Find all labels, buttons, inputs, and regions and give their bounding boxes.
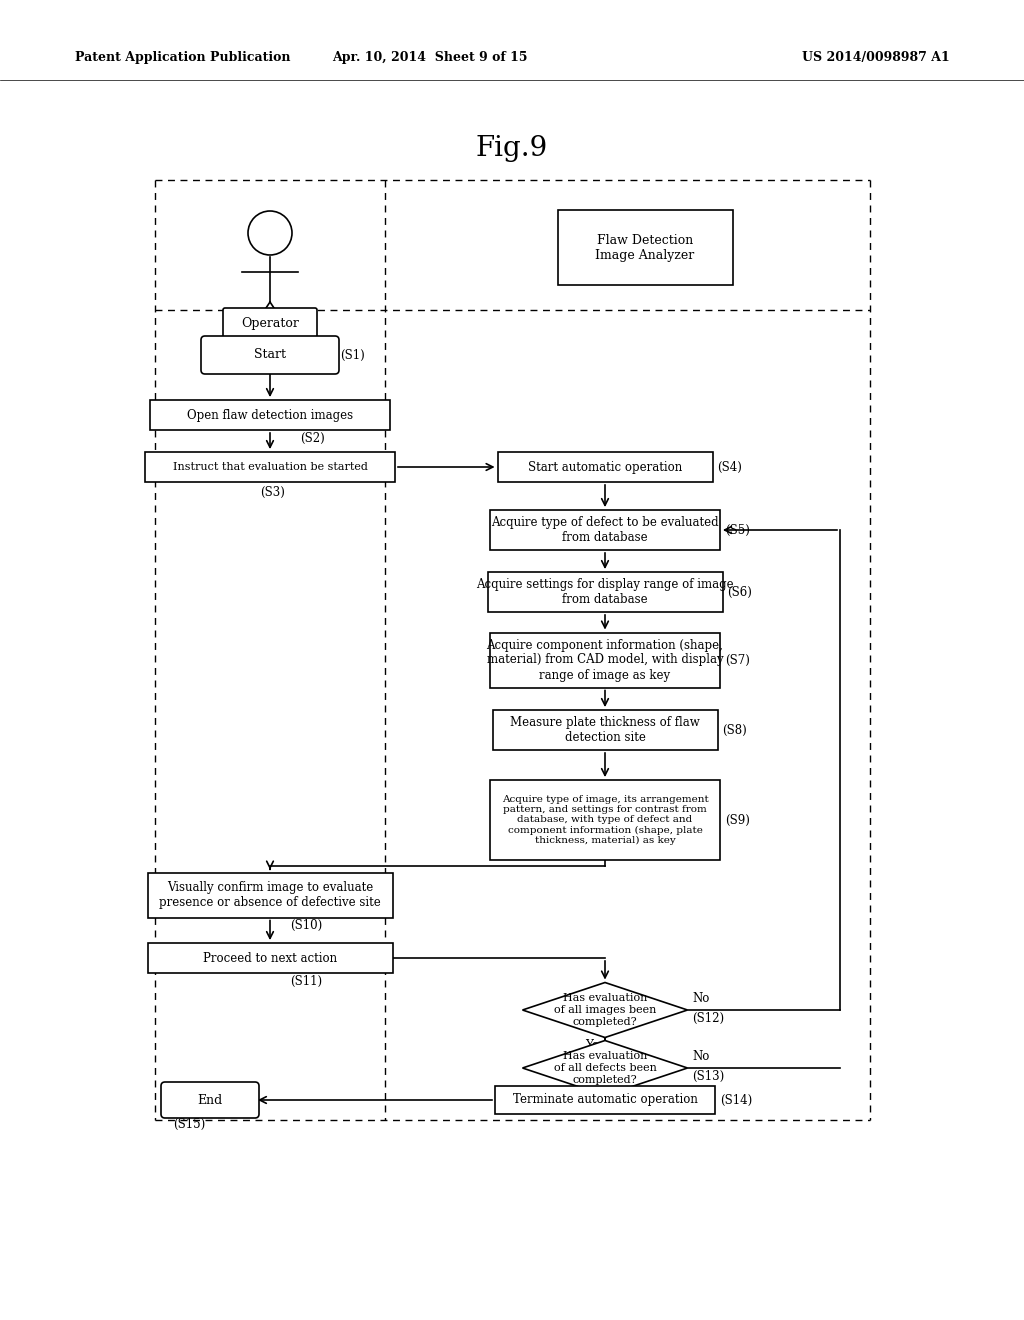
Text: (S6): (S6) [727, 586, 753, 598]
Text: Fig.9: Fig.9 [476, 135, 548, 161]
FancyBboxPatch shape [147, 873, 392, 917]
FancyBboxPatch shape [487, 572, 723, 612]
FancyBboxPatch shape [150, 400, 390, 430]
Text: (S14): (S14) [720, 1093, 753, 1106]
FancyBboxPatch shape [557, 210, 732, 285]
Text: (S15): (S15) [173, 1118, 205, 1130]
Text: No: No [692, 1049, 710, 1063]
Text: (S9): (S9) [725, 813, 750, 826]
Text: Patent Application Publication: Patent Application Publication [75, 51, 291, 65]
Text: (S7): (S7) [725, 653, 750, 667]
Text: End: End [198, 1093, 222, 1106]
Text: Yes: Yes [585, 1097, 605, 1110]
Text: (S4): (S4) [718, 461, 742, 474]
Text: (S13): (S13) [692, 1069, 725, 1082]
Polygon shape [522, 1040, 687, 1096]
FancyBboxPatch shape [495, 1086, 715, 1114]
FancyBboxPatch shape [145, 451, 395, 482]
Text: (S11): (S11) [290, 974, 323, 987]
Text: Proceed to next action: Proceed to next action [203, 952, 337, 965]
Text: (S3): (S3) [260, 486, 285, 499]
Text: (S2): (S2) [300, 432, 325, 445]
FancyBboxPatch shape [201, 337, 339, 374]
Text: Acquire type of image, its arrangement
pattern, and settings for contrast from
d: Acquire type of image, its arrangement p… [502, 795, 709, 845]
Text: Flaw Detection
Image Analyzer: Flaw Detection Image Analyzer [595, 234, 694, 261]
Text: Has evaluation
of all defects been
completed?: Has evaluation of all defects been compl… [554, 1052, 656, 1085]
Text: Yes: Yes [585, 1039, 605, 1052]
Text: Start: Start [254, 348, 286, 362]
Text: Operator: Operator [241, 317, 299, 330]
Text: Acquire type of defect to be evaluated
from database: Acquire type of defect to be evaluated f… [492, 516, 719, 544]
Text: US 2014/0098987 A1: US 2014/0098987 A1 [802, 51, 950, 65]
FancyBboxPatch shape [490, 510, 720, 550]
Polygon shape [522, 982, 687, 1038]
Text: Has evaluation
of all images been
completed?: Has evaluation of all images been comple… [554, 994, 656, 1027]
Text: No: No [692, 991, 710, 1005]
Text: (S1): (S1) [340, 348, 365, 362]
Text: Measure plate thickness of flaw
detection site: Measure plate thickness of flaw detectio… [510, 715, 699, 744]
Text: Instruct that evaluation be started: Instruct that evaluation be started [173, 462, 368, 473]
Text: Acquire settings for display range of image
from database: Acquire settings for display range of im… [476, 578, 734, 606]
FancyBboxPatch shape [490, 780, 720, 861]
Text: (S5): (S5) [725, 524, 750, 536]
FancyBboxPatch shape [490, 632, 720, 688]
Text: (S10): (S10) [290, 919, 323, 932]
FancyBboxPatch shape [161, 1082, 259, 1118]
Text: Apr. 10, 2014  Sheet 9 of 15: Apr. 10, 2014 Sheet 9 of 15 [332, 51, 527, 65]
FancyBboxPatch shape [147, 942, 392, 973]
FancyBboxPatch shape [498, 451, 713, 482]
Text: (S8): (S8) [723, 723, 748, 737]
Text: (S12): (S12) [692, 1011, 725, 1024]
Text: Open flaw detection images: Open flaw detection images [187, 408, 353, 421]
Text: Terminate automatic operation: Terminate automatic operation [513, 1093, 697, 1106]
FancyBboxPatch shape [493, 710, 718, 750]
Text: Visually confirm image to evaluate
presence or absence of defective site: Visually confirm image to evaluate prese… [159, 880, 381, 909]
FancyBboxPatch shape [223, 308, 317, 338]
Text: Start automatic operation: Start automatic operation [528, 461, 682, 474]
Text: Acquire component information (shape,
material) from CAD model, with display
ran: Acquire component information (shape, ma… [486, 639, 723, 681]
